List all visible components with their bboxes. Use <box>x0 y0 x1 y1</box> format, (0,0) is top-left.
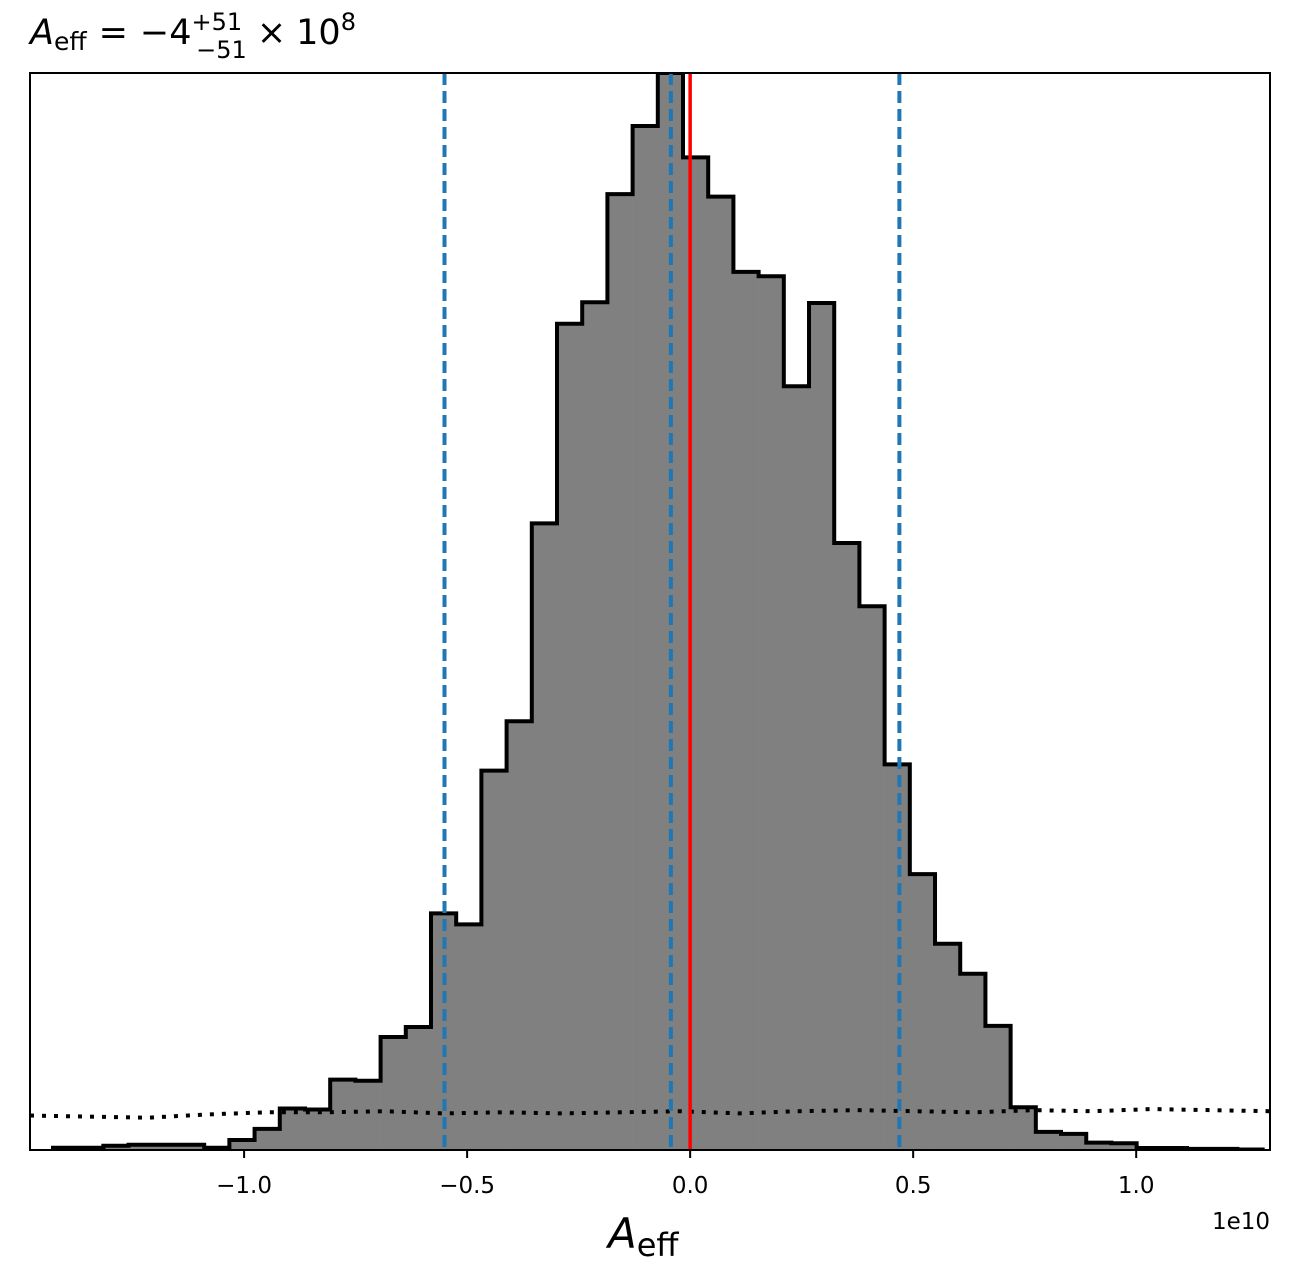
title-exponent: 8 <box>341 8 356 36</box>
histogram-bar <box>935 943 961 1150</box>
xlabel-symbol: A <box>605 1209 637 1258</box>
title-symbol: A <box>28 13 54 53</box>
x-tick-label: −1.0 <box>216 1173 272 1199</box>
x-tick-label: 0.0 <box>672 1173 709 1199</box>
histogram-bar <box>1111 1143 1137 1150</box>
x-axis-label: Aeff <box>605 1209 679 1264</box>
histogram-bar <box>607 194 633 1150</box>
title-upper: +51 <box>192 8 243 36</box>
histogram-bar <box>1086 1142 1112 1150</box>
histogram-bar <box>456 924 482 1150</box>
histogram-bar <box>103 1145 129 1150</box>
histogram-bar <box>279 1108 306 1150</box>
x-tick-label: −0.5 <box>439 1173 495 1199</box>
prior-dotted-line <box>30 1107 1270 1120</box>
title-value: −4 <box>140 13 192 53</box>
histogram-bar <box>557 323 583 1150</box>
title-equals: = <box>99 13 128 53</box>
histogram-bar <box>582 302 608 1150</box>
x-tick-label: 0.5 <box>895 1173 932 1199</box>
histogram-outline <box>50 73 1265 1150</box>
x-tick-label: 1.0 <box>1118 1173 1155 1199</box>
histogram-bar <box>683 157 709 1150</box>
histogram-bar <box>960 973 986 1150</box>
histogram-bar <box>809 303 835 1150</box>
histogram-bar <box>178 1144 205 1150</box>
xlabel-subscript: eff <box>637 1226 680 1264</box>
histogram-bar <box>909 874 936 1150</box>
title-subscript: eff <box>54 27 87 56</box>
histogram-bar <box>405 1027 432 1150</box>
histogram-bar <box>1061 1133 1087 1150</box>
title-base: 10 <box>296 13 341 53</box>
chart-title: Aeff = −4+51 −51 × 108 <box>28 8 356 64</box>
histogram-bar <box>128 1144 155 1150</box>
title-times: × <box>257 13 286 53</box>
histogram-bar <box>304 1109 331 1150</box>
histogram-bar <box>1010 1107 1037 1150</box>
histogram-bar <box>884 764 911 1150</box>
x-offset-label: 1e10 <box>1212 1209 1270 1235</box>
histogram-bar <box>506 721 533 1150</box>
axes-frame <box>29 72 1271 1151</box>
histogram-bar <box>708 196 734 1150</box>
histogram-bar <box>859 606 885 1150</box>
histogram-bar <box>783 386 810 1150</box>
histogram-bar <box>632 125 659 1150</box>
histogram-bar <box>733 271 759 1150</box>
histogram-bar <box>531 523 558 1150</box>
x-axis: −1.0 −0.5 0.0 0.5 1.0 <box>216 1150 1154 1199</box>
histogram-bar <box>330 1079 356 1150</box>
title-lower: −51 <box>196 36 247 64</box>
histogram-bar <box>481 770 507 1150</box>
histogram-bar <box>1035 1131 1062 1150</box>
histogram-bar <box>834 543 860 1150</box>
plot-area <box>30 73 1270 1150</box>
histogram-bar <box>657 73 684 1150</box>
histogram-bar <box>380 1037 407 1150</box>
histogram-bar <box>758 276 785 1150</box>
histogram-bar <box>229 1139 255 1150</box>
histogram-bar <box>153 1144 180 1150</box>
histogram-bar <box>985 1025 1011 1150</box>
histogram-bar <box>355 1080 381 1150</box>
histogram-bar <box>254 1128 281 1150</box>
